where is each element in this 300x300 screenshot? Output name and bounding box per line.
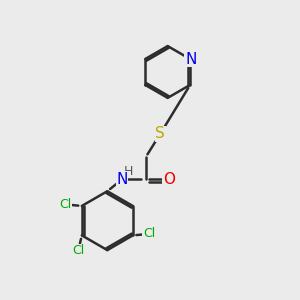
Text: Cl: Cl: [143, 227, 155, 240]
Text: H: H: [124, 165, 133, 178]
Text: N: N: [116, 172, 128, 187]
Text: S: S: [155, 126, 165, 141]
Text: Cl: Cl: [59, 198, 72, 211]
Text: O: O: [163, 172, 175, 187]
Text: Cl: Cl: [72, 244, 84, 257]
Text: N: N: [185, 52, 196, 67]
